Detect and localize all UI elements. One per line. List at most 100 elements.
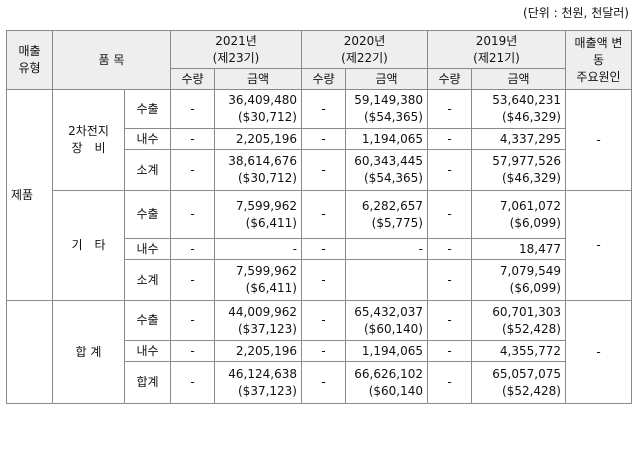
amount-usd: ($6,411) bbox=[245, 215, 297, 230]
amount-usd: ($60,140 bbox=[368, 383, 423, 398]
qty-cell: - bbox=[427, 361, 472, 404]
qty-cell: - bbox=[170, 238, 215, 260]
amount-cell: 65,057,075 ($52,428) bbox=[471, 361, 566, 404]
amount-cell: 46,124,638 ($37,123) bbox=[214, 361, 302, 404]
header-year-2020: 2020년 (제22기) bbox=[301, 30, 428, 69]
amount-krw: 53,640,231 bbox=[492, 93, 561, 107]
amount-krw: 1,194,065 bbox=[361, 343, 423, 358]
qty-cell: - bbox=[301, 361, 346, 404]
amount-cell: 44,009,962 ($37,123) bbox=[214, 300, 302, 341]
amount-usd: ($37,123) bbox=[238, 321, 297, 336]
header-reason-line3: 주요원인 bbox=[576, 69, 621, 84]
amount-cell: 65,432,037 ($60,140) bbox=[345, 300, 428, 341]
amount-krw: 60,343,445 bbox=[354, 154, 423, 168]
header-qty: 수량 bbox=[427, 68, 472, 90]
header-amount: 금액 bbox=[214, 68, 302, 90]
item-group-name: 2차전지 bbox=[68, 124, 109, 138]
amount-krw: 1,194,065 bbox=[361, 131, 423, 146]
amount-krw: 57,977,526 bbox=[492, 154, 561, 168]
amount-krw: 66,626,102 bbox=[354, 366, 423, 381]
amount-cell: 7,599,962 ($6,411) bbox=[214, 190, 302, 239]
amount-cell: 7,599,962 ($6,411) bbox=[214, 259, 302, 301]
qty-cell: - bbox=[301, 238, 346, 260]
header-row: 매출 유형 품 목 2021년 (제23기) 2020년 (제22기) 2019… bbox=[6, 30, 632, 90]
amount-krw: 65,432,037 bbox=[354, 304, 423, 319]
table-row: 내수 - - - - -18,477 bbox=[7, 238, 632, 260]
item-group-name: 합 계 bbox=[75, 344, 102, 359]
amount-krw: 2,205,196 bbox=[235, 343, 297, 358]
amount-usd: ($6,099) bbox=[509, 281, 561, 295]
row-label: 내수 bbox=[124, 340, 171, 362]
row-label: 소계 bbox=[124, 259, 171, 301]
qty-cell: - bbox=[427, 89, 472, 129]
item-group-cell: 기 타 bbox=[52, 190, 125, 301]
amount-usd: ($52,428) bbox=[502, 383, 561, 398]
amount-krw: 4,337,295 bbox=[499, 131, 561, 146]
amount-usd: ($46,329) bbox=[502, 110, 561, 124]
header-year: 2020년 bbox=[343, 33, 386, 48]
amount-usd: ($30,712) bbox=[238, 110, 297, 124]
amount-usd: ($5,775) bbox=[371, 215, 423, 230]
qty-cell: - bbox=[427, 190, 472, 239]
amount-krw: 7,079,549 bbox=[499, 264, 561, 278]
amount-cell: 60,701,303 ($52,428) bbox=[471, 300, 566, 341]
qty-cell: - bbox=[170, 300, 215, 341]
row-label: 내수 bbox=[124, 128, 171, 150]
header-period: (제21기) bbox=[473, 50, 520, 65]
amount-usd: ($30,712) bbox=[238, 171, 297, 185]
table-row: 제품 2차전지 장 비 수출 -36,409,480 ($30,712) -59,149,3… bbox=[6, 89, 632, 301]
amount-krw: 59,149,380 bbox=[354, 93, 423, 107]
row-label: 수출 bbox=[124, 300, 171, 341]
reason-cell: - bbox=[565, 89, 632, 191]
amount-cell: 36,409,480 ($30,712) bbox=[214, 89, 302, 129]
item-group-cell: 2차전지 장 비 bbox=[52, 89, 125, 191]
header-year-2021: 2021년 (제23기) bbox=[170, 30, 302, 69]
sales-type-cell bbox=[6, 300, 53, 404]
amount-usd: ($52,428) bbox=[502, 321, 561, 336]
qty-cell: - bbox=[427, 340, 472, 362]
amount-krw: 7,599,962 bbox=[235, 198, 297, 213]
qty-cell: - bbox=[301, 190, 346, 239]
header-amount: 금액 bbox=[345, 68, 428, 90]
reason-cell: - bbox=[565, 190, 632, 301]
qty-cell: - bbox=[301, 300, 346, 341]
amount-usd: ($60,140) bbox=[364, 321, 423, 336]
amount-cell: 60,343,445 ($54,365) bbox=[345, 149, 428, 191]
header-qty: 수량 bbox=[301, 68, 346, 90]
table-row: 소계 -7,599,962 ($6,411) - -7,079,549 ($6,099) bbox=[7, 259, 632, 301]
amount-krw: 2,205,196 bbox=[235, 131, 297, 146]
qty-cell: - bbox=[427, 149, 472, 191]
reason-cell: - bbox=[565, 300, 632, 404]
header-year-2019: 2019년 (제21기) bbox=[427, 30, 566, 69]
row-label: 합계 bbox=[124, 361, 171, 404]
sales-type-cell: 제품 bbox=[6, 89, 53, 301]
amount-krw: 6,282,657 bbox=[361, 198, 423, 213]
amount-cell: 2,205,196 bbox=[214, 128, 302, 150]
table-row: 기 타 수출 -7,599,962 ($6,411) -6,282,657 ($5,775… bbox=[7, 190, 632, 301]
qty-cell: - bbox=[301, 149, 346, 191]
qty-cell: - bbox=[427, 128, 472, 150]
item-group-cell: 합 계 bbox=[52, 300, 125, 404]
table-row: 합계 -46,124,638 ($37,123) -66,626,102 ($60,14… bbox=[7, 361, 632, 404]
amount-krw: 36,409,480 bbox=[228, 93, 297, 107]
qty-cell: - bbox=[170, 128, 215, 150]
amount-krw: - bbox=[292, 241, 297, 256]
table-body: 매출 유형 품 목 2021년 (제23기) 2020년 (제22기) 2019… bbox=[6, 30, 632, 404]
unit-note: (단위 : 천원, 천달러) bbox=[523, 6, 629, 20]
qty-cell: - bbox=[170, 340, 215, 362]
subheader-row: 수량 금액 수량 금액 수량 금액 bbox=[7, 68, 632, 90]
amount-usd: ($6,099) bbox=[509, 215, 561, 230]
amount-cell: - bbox=[214, 238, 302, 260]
amount-krw: 18,477 bbox=[519, 241, 561, 256]
amount-usd: ($6,411) bbox=[245, 281, 297, 295]
amount-cell: 18,477 bbox=[471, 238, 566, 260]
header-year: 2021년 bbox=[215, 33, 257, 48]
qty-cell: - bbox=[427, 300, 472, 341]
amount-cell: 4,355,772 bbox=[471, 340, 566, 362]
table-row: 내수 -2,205,196-1,194,065-4,355,772 bbox=[7, 340, 632, 362]
qty-cell: - bbox=[170, 361, 215, 404]
amount-cell: 4,337,295 bbox=[471, 128, 566, 150]
header-period: (제22기) bbox=[341, 50, 388, 65]
amount-cell: 66,626,102 ($60,140 bbox=[345, 361, 428, 404]
amount-krw: 38,614,676 bbox=[228, 154, 297, 168]
